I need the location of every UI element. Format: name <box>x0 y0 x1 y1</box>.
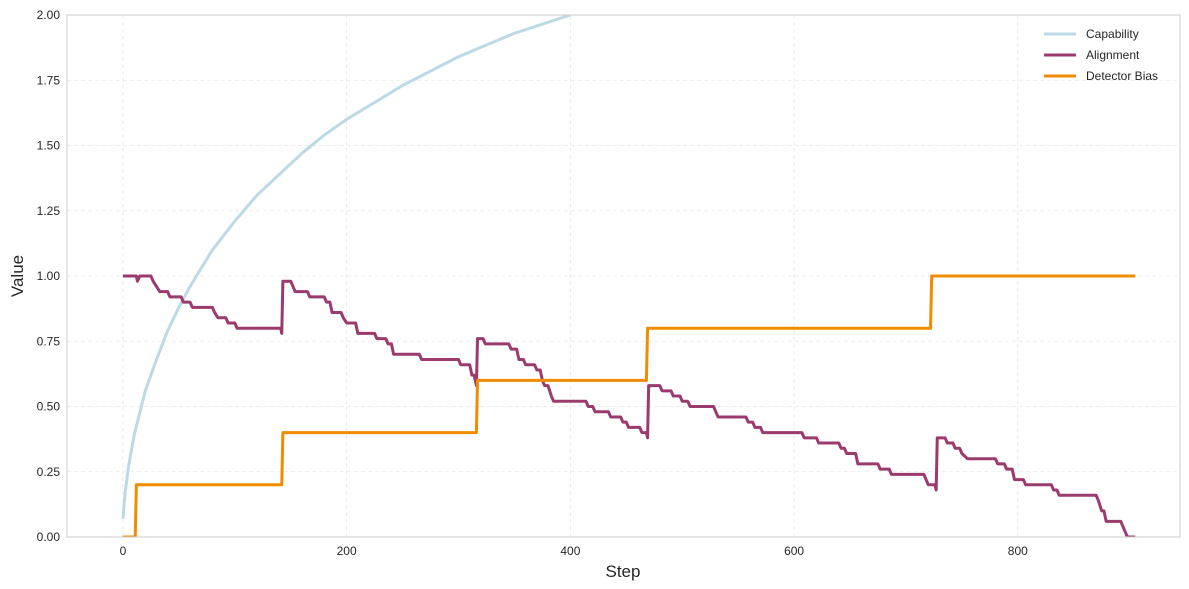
series-layer <box>121 15 1136 537</box>
y-tick-label: 1.00 <box>37 269 61 283</box>
legend: Capability Alignment Detector Bias <box>1044 27 1158 83</box>
series-line-capability <box>121 15 571 519</box>
series-line-detector-bias <box>122 274 1136 537</box>
y-axis-title: Value <box>8 255 27 297</box>
y-tick-label: 0.25 <box>37 465 61 479</box>
y-tick-label: 2.00 <box>37 8 61 22</box>
y-tick-label: 1.25 <box>37 204 61 218</box>
y-tick-label: 0.50 <box>37 400 61 414</box>
x-tick-label: 0 <box>120 544 127 558</box>
y-tick-label: 0.75 <box>37 334 61 348</box>
x-tick-label: 200 <box>337 544 357 558</box>
x-tick-label: 800 <box>1008 544 1028 558</box>
y-tick-label: 1.75 <box>37 73 61 87</box>
x-axis-title: Step <box>606 562 641 581</box>
grid <box>67 15 1180 537</box>
legend-label-capability: Capability <box>1086 27 1139 41</box>
y-tick-label: 1.50 <box>37 139 61 153</box>
ticks: 0 200 400 600 800 0.00 0.25 0.50 0.75 1.00 1.25 1.5… <box>37 8 1028 558</box>
series-line-alignment <box>122 274 1136 537</box>
x-tick-label: 400 <box>560 544 580 558</box>
legend-label-detector-bias: Detector Bias <box>1086 69 1158 83</box>
y-tick-label: 0.00 <box>37 530 61 544</box>
plot-frame <box>66 14 1181 538</box>
legend-label-alignment: Alignment <box>1086 48 1140 62</box>
x-tick-label: 600 <box>784 544 804 558</box>
